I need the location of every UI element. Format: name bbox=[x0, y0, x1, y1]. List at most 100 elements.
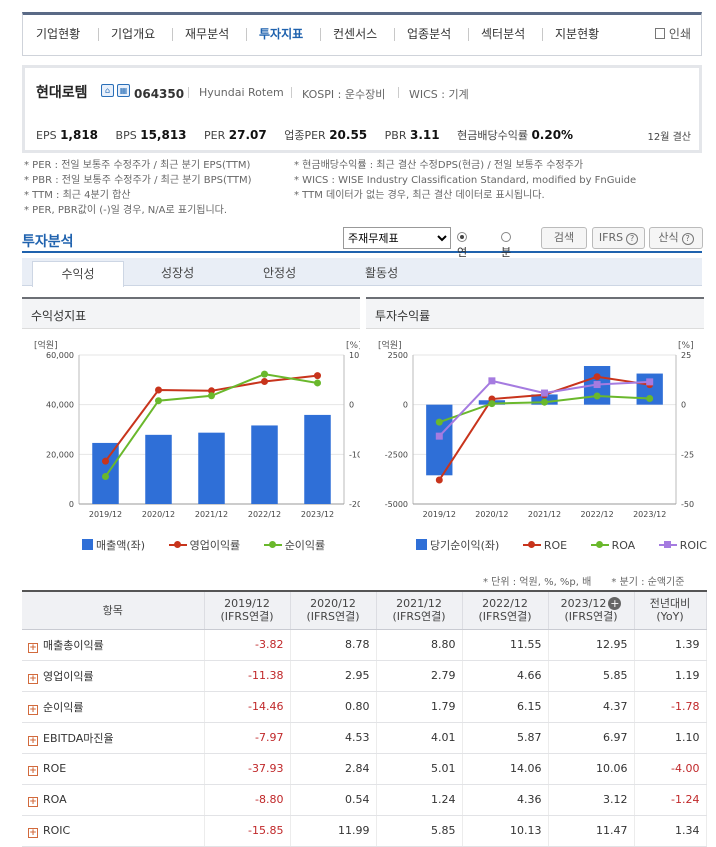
table-cell: 8.78 bbox=[290, 629, 377, 661]
row-label[interactable]: + 영업이익률 bbox=[22, 660, 205, 692]
tab-company-overview[interactable]: 기업개요 bbox=[111, 27, 156, 41]
table-cell: 4.53 bbox=[290, 722, 377, 754]
building-icon[interactable]: ▦ bbox=[117, 84, 130, 97]
meta-divider bbox=[188, 87, 189, 98]
formula-button[interactable]: 산식? bbox=[649, 227, 703, 249]
tab-investment-indicators[interactable]: 투자지표 bbox=[259, 27, 304, 41]
data-point bbox=[646, 394, 654, 402]
data-point bbox=[593, 381, 601, 389]
data-point bbox=[155, 386, 162, 394]
expand-row-icon[interactable]: + bbox=[28, 704, 38, 715]
table-cell: 5.85 bbox=[376, 815, 463, 847]
y-tick-label: 2500 bbox=[388, 351, 408, 360]
tab-financial-analysis[interactable]: 재무분석 bbox=[185, 27, 230, 41]
x-tick-label: 2019/12 bbox=[423, 510, 456, 519]
data-point bbox=[541, 389, 548, 397]
subtab-activity[interactable]: 활동성 bbox=[365, 266, 399, 280]
home-icon[interactable]: ⌂ bbox=[101, 84, 114, 97]
search-button[interactable]: 검색 bbox=[541, 227, 587, 249]
table-cell: 1.19 bbox=[634, 660, 707, 692]
data-point bbox=[261, 370, 268, 378]
tab-industry-analysis[interactable]: 업종분석 bbox=[407, 27, 452, 41]
bar bbox=[251, 425, 278, 504]
legend-item: ROIC bbox=[658, 539, 716, 552]
axis-unit-left: [억원] bbox=[34, 339, 58, 351]
data-point bbox=[102, 472, 109, 480]
table-cell: 6.97 bbox=[548, 722, 635, 754]
tab-consensus[interactable]: 컨센서스 bbox=[333, 27, 378, 41]
expand-row-icon[interactable]: + bbox=[28, 796, 38, 807]
table-cell: 1.79 bbox=[376, 691, 463, 723]
tab-sector-analysis[interactable]: 섹터분석 bbox=[481, 27, 526, 41]
expand-row-icon[interactable]: + bbox=[28, 642, 38, 653]
table-header-row: 항목 2019/12 (IFRS연결) 2020/12 (IFRS연결) 2021/… bbox=[22, 591, 707, 630]
table-cell: 0.80 bbox=[290, 691, 377, 723]
y-tick-label: 40,000 bbox=[46, 401, 74, 410]
radio-empty-icon bbox=[501, 232, 511, 242]
subtab-profitability[interactable]: 수익성 bbox=[32, 261, 124, 287]
y2-tick-label: -10 bbox=[349, 450, 360, 459]
profitability-chart: [억원] [%] 0 -20 20,000 -10 40,000 0 60,000 10 2019/… bbox=[34, 339, 360, 519]
axis-unit-right: [%] bbox=[346, 341, 360, 351]
table-row: + 매출총이익률 -3.82 8.78 8.80 11.55 12.95 1.39 bbox=[22, 629, 707, 661]
x-tick-label: 2021/12 bbox=[528, 510, 561, 519]
row-label[interactable]: + 순이익률 bbox=[22, 691, 205, 723]
table-cell: -7.97 bbox=[204, 722, 291, 754]
footnote: * TTM 데이터가 없는 경우, 최근 결산 데이터로 표시됩니다. bbox=[294, 190, 545, 201]
row-label-text: 영업이익률 bbox=[43, 669, 94, 683]
company-english-name: Hyundai Rotem bbox=[199, 86, 284, 99]
profitability-chart-panel: 수익성지표 [억원] [%] 0 -20 20,000 -10 40,000 0 60,000 1… bbox=[22, 297, 360, 559]
row-label[interactable]: + EBITDA마진율 bbox=[22, 722, 205, 754]
chart-title: 투자수익률 bbox=[366, 297, 704, 329]
y-tick-label: 20,000 bbox=[46, 450, 74, 459]
chart-legend: 매출액(좌) 영업이익률 순이익률 bbox=[82, 537, 345, 553]
data-point bbox=[314, 372, 321, 380]
header-item: 항목 bbox=[22, 591, 205, 630]
footnote: * PER, PBR값이 (-)일 경우, N/A로 표기됩니다. bbox=[24, 205, 228, 216]
row-label-text: 매출총이익률 bbox=[43, 638, 104, 652]
axis-unit-right: [%] bbox=[678, 341, 694, 351]
data-point bbox=[593, 392, 601, 400]
bar-swatch-icon bbox=[416, 539, 427, 550]
expand-row-icon[interactable]: + bbox=[28, 765, 38, 776]
table-cell: -11.38 bbox=[204, 660, 291, 692]
header-year: 2023/12 + (IFRS연결) bbox=[548, 591, 635, 630]
subtab-growth[interactable]: 성장성 bbox=[161, 266, 195, 280]
table-cell: 11.47 bbox=[548, 815, 635, 847]
expand-row-icon[interactable]: + bbox=[28, 735, 38, 746]
table-cell: 2.79 bbox=[376, 660, 463, 692]
row-label[interactable]: + ROIC bbox=[22, 815, 205, 847]
header-year: 2021/12 (IFRS연결) bbox=[376, 591, 463, 630]
table-row: + EBITDA마진율 -7.97 4.53 4.01 5.87 6.97 1.10 bbox=[22, 722, 707, 754]
line-swatch-icon bbox=[522, 541, 541, 548]
data-point bbox=[593, 373, 601, 381]
tab-divider bbox=[246, 28, 247, 41]
row-label[interactable]: + ROA bbox=[22, 784, 205, 816]
print-button[interactable]: 인쇄 bbox=[654, 25, 691, 42]
bar-swatch-icon bbox=[82, 539, 93, 550]
x-tick-label: 2021/12 bbox=[195, 510, 228, 519]
expand-row-icon[interactable]: + bbox=[28, 827, 38, 838]
header-year: 2020/12 (IFRS연결) bbox=[290, 591, 377, 630]
x-tick-label: 2019/12 bbox=[89, 510, 122, 519]
expand-columns-icon[interactable]: + bbox=[608, 597, 622, 611]
table-cell: 4.01 bbox=[376, 722, 463, 754]
y2-tick-label: -50 bbox=[681, 500, 694, 509]
subtab-stability[interactable]: 안정성 bbox=[263, 266, 297, 280]
tab-shareholding[interactable]: 지분현황 bbox=[555, 27, 600, 41]
help-icon: ? bbox=[626, 233, 639, 245]
row-label[interactable]: + ROE bbox=[22, 753, 205, 785]
statement-type-select[interactable]: 주재무제표 bbox=[343, 227, 451, 249]
tab-divider bbox=[394, 28, 395, 41]
data-point bbox=[261, 378, 268, 386]
x-tick-label: 2023/12 bbox=[301, 510, 334, 519]
tab-divider bbox=[320, 28, 321, 41]
indicator-pbr: PBR 3.11 bbox=[384, 128, 440, 142]
ifrs-button[interactable]: IFRS? bbox=[592, 227, 645, 249]
expand-row-icon[interactable]: + bbox=[28, 673, 38, 684]
table-cell: -1.24 bbox=[634, 784, 707, 816]
tab-company-status[interactable]: 기업현황 bbox=[36, 27, 81, 41]
table-cell: 3.12 bbox=[548, 784, 635, 816]
row-label[interactable]: + 매출총이익률 bbox=[22, 629, 205, 661]
